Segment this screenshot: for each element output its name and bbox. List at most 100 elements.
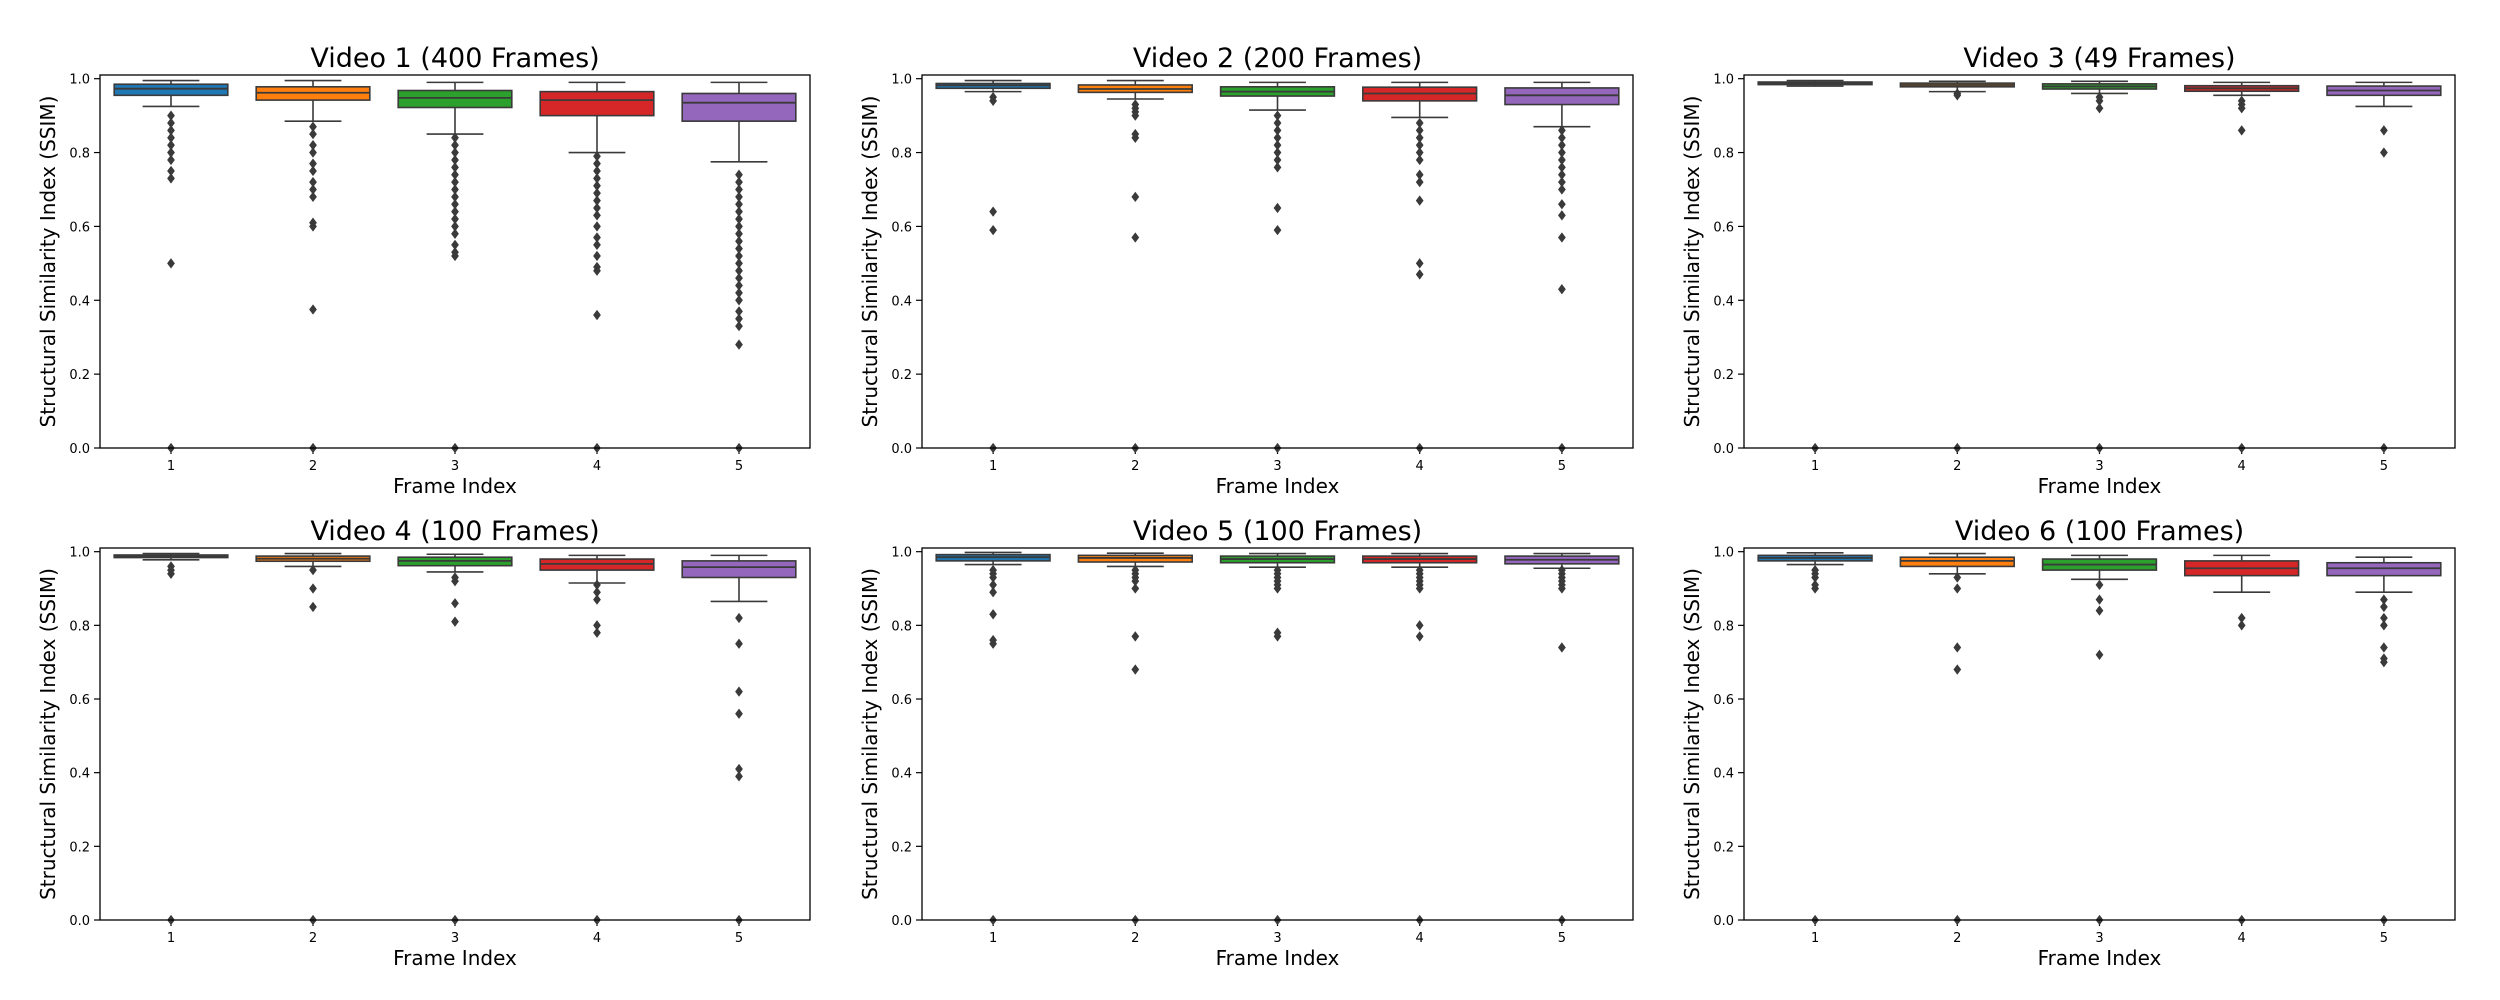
- box-frame-4: [539, 554, 655, 926]
- outlier-point: [2380, 620, 2388, 631]
- outlier-point: [1558, 210, 1566, 221]
- outlier-point: [1273, 202, 1282, 214]
- x-tick-label: 3: [451, 459, 459, 474]
- y-tick-label: 0.6: [1713, 220, 1734, 235]
- box-frame-5: [2326, 81, 2442, 454]
- outlier-point: [167, 568, 175, 579]
- outlier-point: [1273, 224, 1282, 236]
- outlier-point: [167, 154, 175, 166]
- y-tick-label: 1.0: [69, 546, 90, 561]
- x-tick-label: 2: [309, 459, 317, 474]
- outlier-point: [2095, 103, 2104, 114]
- box-frame-4: [2184, 81, 2300, 454]
- y-tick-label: 0.4: [891, 294, 912, 309]
- x-tick-label: 5: [1558, 931, 1566, 946]
- chart-panel-4: Video 4 (100 Frames) 0.0 0.2 0.4 0.6 0.8 1.0 1 2…: [36, 516, 811, 970]
- y-tick-label: 0.4: [69, 767, 90, 782]
- iqr-box: [681, 560, 797, 579]
- y-tick-label: 0.6: [69, 693, 90, 708]
- outlier-point: [309, 147, 317, 158]
- outlier-point: [1273, 631, 1282, 642]
- chart-panel-5: Video 5 (100 Frames) 0.0 0.2 0.4 0.6 0.8 1.0 1 2…: [858, 516, 1634, 970]
- box-frame-2: [255, 79, 371, 454]
- axes-frame: [1743, 547, 2456, 921]
- outlier-point: [2095, 605, 2104, 616]
- outlier-point: [735, 771, 743, 782]
- box-frame-2: [1899, 552, 2015, 926]
- outlier-point: [309, 583, 317, 594]
- y-axis-label: Structural Similarity Index (SSIM): [36, 96, 60, 428]
- outlier-point: [1131, 664, 1140, 675]
- box-frame-3: [1219, 81, 1336, 454]
- box-frame-3: [397, 81, 513, 454]
- outlier-point: [593, 210, 601, 221]
- x-tick-label: 3: [1273, 931, 1281, 946]
- outlier-point: [1415, 620, 1424, 631]
- outlier-point: [2380, 125, 2388, 136]
- outlier-point: [593, 250, 601, 262]
- box-frame-4: [1362, 81, 1478, 454]
- outlier-point: [989, 587, 997, 598]
- outlier-point: [451, 250, 459, 262]
- outlier-point: [1415, 631, 1424, 642]
- outlier-point: [735, 638, 743, 649]
- outlier-point: [167, 258, 175, 269]
- outlier-point: [1273, 583, 1282, 594]
- outlier-point: [735, 295, 743, 306]
- x-tick-label: 4: [1416, 931, 1424, 946]
- axes-frame: [921, 74, 1634, 449]
- outlier-point: [309, 601, 317, 613]
- x-tick-label: 5: [735, 459, 743, 474]
- y-tick-label: 0.2: [1713, 840, 1734, 855]
- outlier-point: [593, 309, 601, 321]
- y-tick-label: 0.6: [891, 220, 912, 235]
- box-frame-3: [2041, 80, 2158, 454]
- y-axis-label: Structural Similarity Index (SSIM): [1680, 568, 1704, 900]
- outlier-point: [1415, 195, 1424, 206]
- x-tick-label: 2: [309, 931, 317, 946]
- box-frame-2: [255, 552, 371, 926]
- y-tick-label: 0.0: [1713, 914, 1734, 929]
- chart-title: Video 3 (49 Frames): [1963, 43, 2235, 74]
- outlier-point: [1558, 642, 1566, 653]
- x-tick-label: 4: [2238, 459, 2246, 474]
- box-frame-5: [681, 81, 797, 454]
- outlier-point: [309, 564, 317, 576]
- outlier-point: [1558, 184, 1566, 195]
- axes-frame: [99, 547, 811, 921]
- box-frame-1: [935, 79, 1051, 454]
- box-frame-5: [2326, 556, 2442, 926]
- outlier-point: [309, 191, 317, 203]
- outlier-point: [593, 627, 601, 638]
- chart-panel-3: Video 3 (49 Frames) 0.0 0.2 0.4 0.6 0.8 1.0 1 2 3…: [1680, 43, 2456, 498]
- outlier-point: [2237, 620, 2246, 631]
- outlier-point: [1131, 132, 1140, 143]
- y-tick-label: 0.0: [69, 914, 90, 929]
- outlier-point: [309, 304, 317, 315]
- x-tick-label: 2: [1131, 459, 1139, 474]
- chart-title: Video 5 (100 Frames): [1133, 516, 1422, 547]
- y-tick-label: 0.4: [69, 294, 90, 309]
- outlier-point: [1558, 232, 1566, 243]
- y-tick-label: 1.0: [69, 73, 90, 88]
- box-frame-1: [1757, 79, 1873, 454]
- outlier-point: [735, 686, 743, 697]
- box-frame-4: [1362, 552, 1478, 926]
- y-tick-label: 0.8: [69, 147, 90, 162]
- x-tick-label: 1: [1811, 931, 1819, 946]
- box-frame-3: [397, 553, 513, 926]
- x-axis-label: Frame Index: [393, 474, 517, 498]
- y-tick-label: 0.4: [1713, 294, 1734, 309]
- y-axis-label: Structural Similarity Index (SSIM): [36, 568, 60, 900]
- iqr-box: [113, 83, 229, 97]
- x-axis-label: Frame Index: [2038, 946, 2162, 970]
- box-frame-1: [1757, 551, 1873, 926]
- outlier-point: [1415, 258, 1424, 269]
- outlier-point: [1131, 110, 1140, 121]
- box-frame-5: [1504, 552, 1620, 926]
- chart-title: Video 1 (400 Frames): [310, 43, 599, 74]
- iqr-box: [2326, 561, 2442, 577]
- y-tick-label: 0.0: [891, 442, 912, 457]
- outlier-point: [451, 598, 459, 609]
- y-tick-label: 0.0: [69, 442, 90, 457]
